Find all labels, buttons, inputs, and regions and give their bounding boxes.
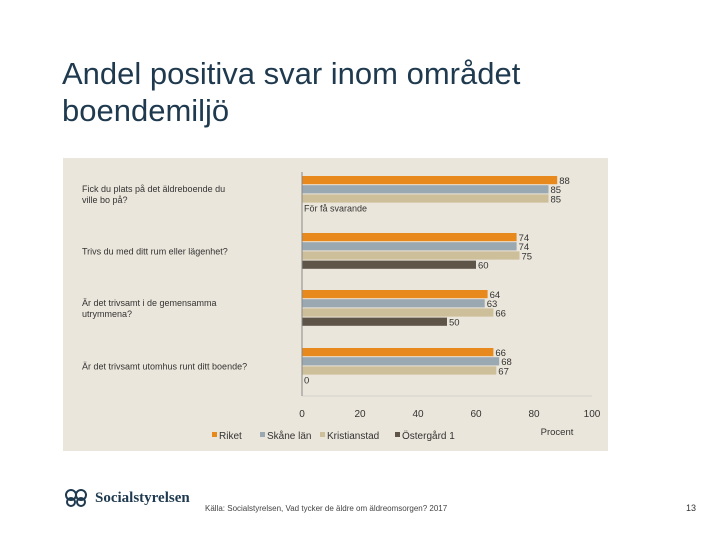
legend-swatch [212, 432, 217, 437]
category-label: Är det trivsamt utomhus runt ditt boende… [82, 361, 247, 371]
category-label: Trivs du med ditt rum eller lägenhet? [82, 246, 228, 256]
value-label: 68 [501, 357, 512, 368]
legend-swatch [395, 432, 400, 437]
value-label: 64 [490, 290, 501, 301]
bar [302, 348, 494, 357]
x-axis-label: Procent [541, 427, 574, 438]
bar [302, 299, 485, 308]
x-tick-label: 100 [584, 409, 601, 420]
source-note: Källa: Socialstyrelsen, Vad tycker de äl… [205, 504, 448, 513]
value-label: 50 [449, 318, 460, 329]
value-label: 75 [522, 251, 533, 262]
x-tick-label: 60 [470, 409, 482, 420]
bar [302, 251, 520, 260]
category-label: Fick du plats på det äldreboende du ville… [82, 184, 225, 205]
bar [302, 290, 488, 299]
page-number: 13 [686, 503, 697, 513]
bar [302, 366, 497, 375]
bar [302, 242, 517, 251]
bar [302, 185, 549, 194]
legend-label: Riket [219, 431, 242, 442]
legend-label: Östergård 1 [402, 430, 455, 442]
value-label: 85 [551, 185, 562, 196]
value-label: 67 [498, 366, 509, 377]
logo-emblem-icon [65, 489, 87, 507]
slide-title: Andel positiva svar inom området boendem… [62, 56, 521, 128]
bar [302, 317, 447, 326]
bar [302, 194, 549, 203]
bar [302, 260, 476, 269]
socialstyrelsen-logo: Socialstyrelsen [63, 488, 190, 508]
value-label: 74 [519, 242, 530, 253]
x-tick-label: 20 [354, 409, 366, 420]
x-tick-label: 0 [299, 409, 305, 420]
bar [302, 233, 517, 242]
bar [302, 357, 500, 366]
value-label: 0 [304, 376, 309, 387]
annotation-label: För få svarande [304, 204, 367, 214]
value-label: 74 [519, 233, 530, 244]
legend-label: Kristianstad [327, 431, 379, 442]
value-label: 85 [551, 194, 562, 205]
category-label: Är det trivsamt i de gemensamma utrymmena… [82, 298, 217, 319]
value-label: 66 [495, 308, 506, 319]
bar [302, 176, 558, 185]
legend-label: Skåne län [267, 430, 311, 442]
value-label: 66 [495, 348, 506, 359]
x-tick-label: 40 [412, 409, 424, 420]
x-tick-label: 80 [528, 409, 540, 420]
legend-swatch [260, 432, 265, 437]
value-label: 88 [559, 176, 570, 187]
logo-text: Socialstyrelsen [95, 489, 190, 506]
bar [302, 308, 494, 317]
legend-swatch [320, 432, 325, 437]
value-label: 60 [478, 261, 489, 272]
value-label: 63 [487, 299, 498, 310]
